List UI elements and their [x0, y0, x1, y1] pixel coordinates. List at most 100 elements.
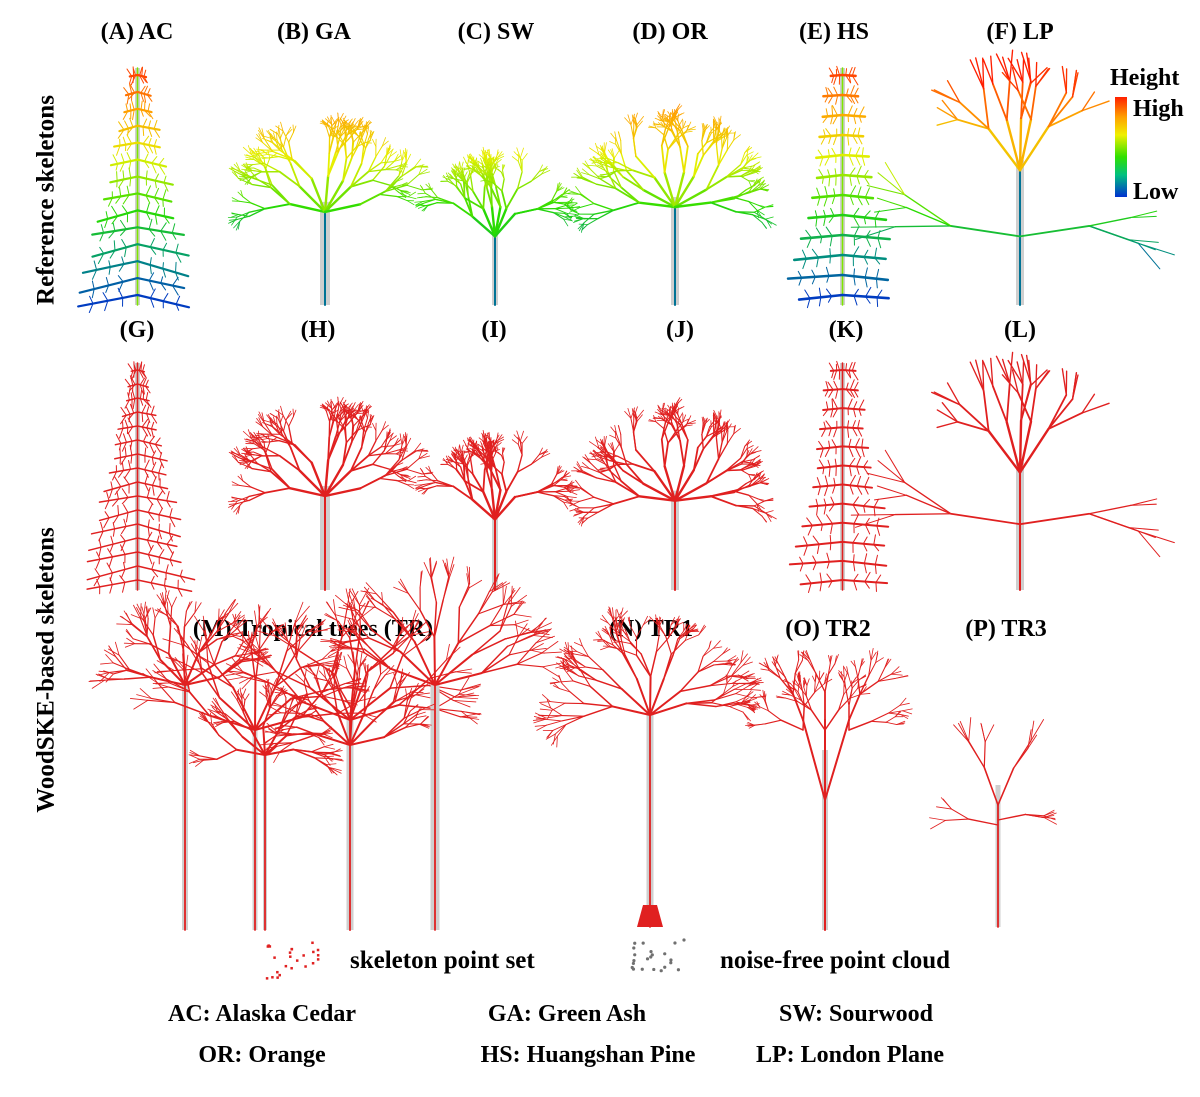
branch: [463, 480, 485, 493]
branch: [240, 638, 257, 653]
branch: [746, 681, 756, 684]
branch: [310, 746, 325, 753]
twig: [823, 421, 827, 430]
branch: [417, 205, 426, 209]
branch: [397, 449, 409, 452]
twig: [849, 85, 855, 97]
branch: [364, 138, 372, 150]
twig: [147, 110, 154, 120]
branch: [455, 696, 479, 700]
twig: [815, 216, 818, 227]
twig: [826, 561, 830, 569]
twig: [853, 408, 857, 418]
branch: [642, 615, 648, 626]
branch: [265, 696, 271, 709]
branch: [336, 711, 351, 746]
branch: [335, 418, 340, 437]
branch: [261, 128, 265, 140]
branch: [958, 403, 990, 432]
branch: [333, 652, 342, 670]
twig: [146, 420, 150, 429]
branch: [1028, 359, 1032, 387]
twig: [148, 218, 153, 230]
twig: [131, 100, 135, 111]
panel-label-e: (E) HS: [798, 19, 870, 45]
branch: [415, 484, 424, 489]
branch: [649, 702, 688, 716]
branch: [341, 120, 346, 130]
branch: [274, 635, 302, 653]
branch: [326, 764, 335, 774]
twig: [163, 182, 169, 192]
branch: [447, 180, 458, 187]
branch: [567, 666, 575, 669]
branch: [389, 151, 397, 158]
branch: [722, 647, 728, 655]
branch: [95, 673, 109, 680]
branch: [608, 632, 614, 646]
branch: [327, 116, 332, 125]
branch: [482, 448, 485, 454]
branch: [399, 650, 436, 686]
branch: [349, 711, 366, 746]
twig: [142, 126, 145, 137]
twig: [845, 74, 852, 84]
branch: [456, 468, 466, 482]
branch: [890, 670, 902, 675]
branch: [339, 412, 349, 423]
branch: [364, 674, 369, 690]
branch: [418, 723, 430, 729]
twig: [806, 297, 811, 309]
branch: [295, 714, 310, 718]
twig: [112, 222, 116, 232]
twig: [817, 149, 824, 158]
branch: [493, 490, 508, 521]
stem-fork: [824, 719, 850, 801]
branch: [1018, 427, 1050, 474]
branch: [715, 415, 718, 426]
branch: [756, 209, 765, 216]
branch: [384, 459, 403, 477]
branch: [493, 207, 508, 238]
twig: [814, 210, 818, 218]
branch: [521, 436, 528, 444]
branch: [201, 667, 234, 689]
branch: [295, 673, 305, 683]
branch: [488, 446, 493, 457]
branch: [697, 655, 704, 673]
twig: [816, 477, 822, 488]
branch: [761, 222, 767, 229]
branch: [167, 612, 179, 627]
branch: [630, 417, 635, 433]
branch: [394, 691, 412, 702]
branch: [1020, 82, 1032, 120]
branch: [688, 622, 696, 630]
branch: [530, 456, 542, 465]
branch: [189, 636, 200, 651]
branch: [609, 434, 617, 439]
twig: [117, 504, 120, 516]
branch: [227, 676, 245, 681]
tree-reference-hs: [786, 65, 891, 309]
branch: [1130, 215, 1157, 219]
branch: [1030, 369, 1048, 387]
twig: [834, 458, 837, 467]
branch: [814, 681, 816, 694]
branch: [705, 132, 711, 144]
branch: [327, 435, 337, 462]
twig: [112, 498, 119, 507]
branch: [471, 215, 497, 238]
branch: [399, 668, 404, 684]
branch: [247, 634, 257, 653]
branch: [418, 448, 424, 460]
branch: [556, 735, 558, 748]
branch: [984, 724, 995, 743]
branch: [902, 710, 913, 715]
branch: [303, 668, 307, 683]
branch: [482, 165, 485, 171]
branch: [471, 498, 497, 521]
branch: [394, 618, 416, 643]
twig: [852, 207, 860, 217]
branch: [814, 680, 820, 694]
twig: [132, 109, 135, 121]
